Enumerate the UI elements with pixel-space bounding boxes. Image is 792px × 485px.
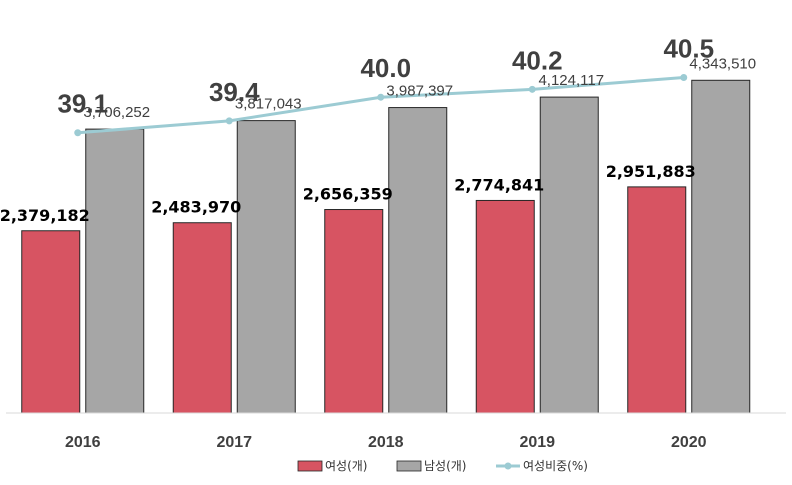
legend-label-0: 여성(개) xyxy=(325,459,367,473)
bar-male-2016 xyxy=(85,128,145,414)
data-label-male-2020: 4,343,510 xyxy=(689,55,756,72)
labels-layer: 2,379,182 3,706,252 2,483,970 3,817,043 2,65… xyxy=(0,33,756,224)
x-axis-ticks: 2016 2017 2018 2019 2020 xyxy=(65,434,707,451)
legend-item-1: 남성(개) xyxy=(396,459,466,473)
bar-male-2019 xyxy=(539,96,599,414)
data-label-female-2017: 2,483,970 xyxy=(151,198,241,217)
x-tick-2016: 2016 xyxy=(65,434,101,451)
bar-male-2017 xyxy=(236,120,296,414)
legend-swatch-marker-2 xyxy=(504,462,512,470)
bar-female-2017 xyxy=(172,222,232,414)
bar-female-2019 xyxy=(475,199,535,414)
point-female-share-2018 xyxy=(377,93,385,101)
data-label-female-2020: 2,951,883 xyxy=(606,162,696,181)
data-label-male-2017: 3,817,043 xyxy=(235,96,302,113)
legend: 여성(개) 남성(개) 여성비중(%) xyxy=(297,459,588,473)
bar-male-2018 xyxy=(388,107,448,414)
bar-female-2016 xyxy=(21,230,81,414)
data-label-female-share-2017: 39.4 xyxy=(209,77,260,107)
data-label-male-2018: 3,987,397 xyxy=(386,83,453,100)
legend-item-0: 여성(개) xyxy=(297,459,367,473)
bar-male-2020 xyxy=(691,79,751,414)
point-female-share-2020 xyxy=(680,73,688,81)
data-label-female-2018: 2,656,359 xyxy=(303,185,393,204)
legend-swatch-0 xyxy=(297,460,323,472)
data-label-female-share-2018: 40.0 xyxy=(360,53,411,83)
data-label-female-2019: 2,774,841 xyxy=(454,175,544,194)
legend-swatch-1 xyxy=(396,460,422,472)
data-label-female-share-2020: 40.5 xyxy=(663,33,714,63)
x-tick-2020: 2020 xyxy=(671,434,707,451)
data-label-male-2019: 4,124,117 xyxy=(538,72,604,89)
x-tick-2019: 2019 xyxy=(519,434,555,451)
legend-label-2: 여성비중(%) xyxy=(523,459,588,473)
bar-female-2018 xyxy=(324,209,384,414)
point-female-share-2017 xyxy=(225,117,233,125)
x-tick-2018: 2018 xyxy=(368,434,404,451)
point-female-share-2019 xyxy=(528,85,536,93)
data-label-female-2016: 2,379,182 xyxy=(0,206,90,225)
data-label-female-share-2016: 39.1 xyxy=(57,89,108,119)
legend-label-1: 남성(개) xyxy=(424,459,466,473)
legend-item-2: 여성비중(%) xyxy=(496,459,588,473)
point-female-share-2016 xyxy=(74,129,82,137)
bar-female-2020 xyxy=(627,186,687,414)
data-label-male-2016: 3,706,252 xyxy=(83,104,150,121)
bars-layer xyxy=(21,79,751,414)
line-layer xyxy=(74,73,688,137)
data-label-female-share-2019: 40.2 xyxy=(512,45,563,75)
x-tick-2017: 2017 xyxy=(216,434,252,451)
